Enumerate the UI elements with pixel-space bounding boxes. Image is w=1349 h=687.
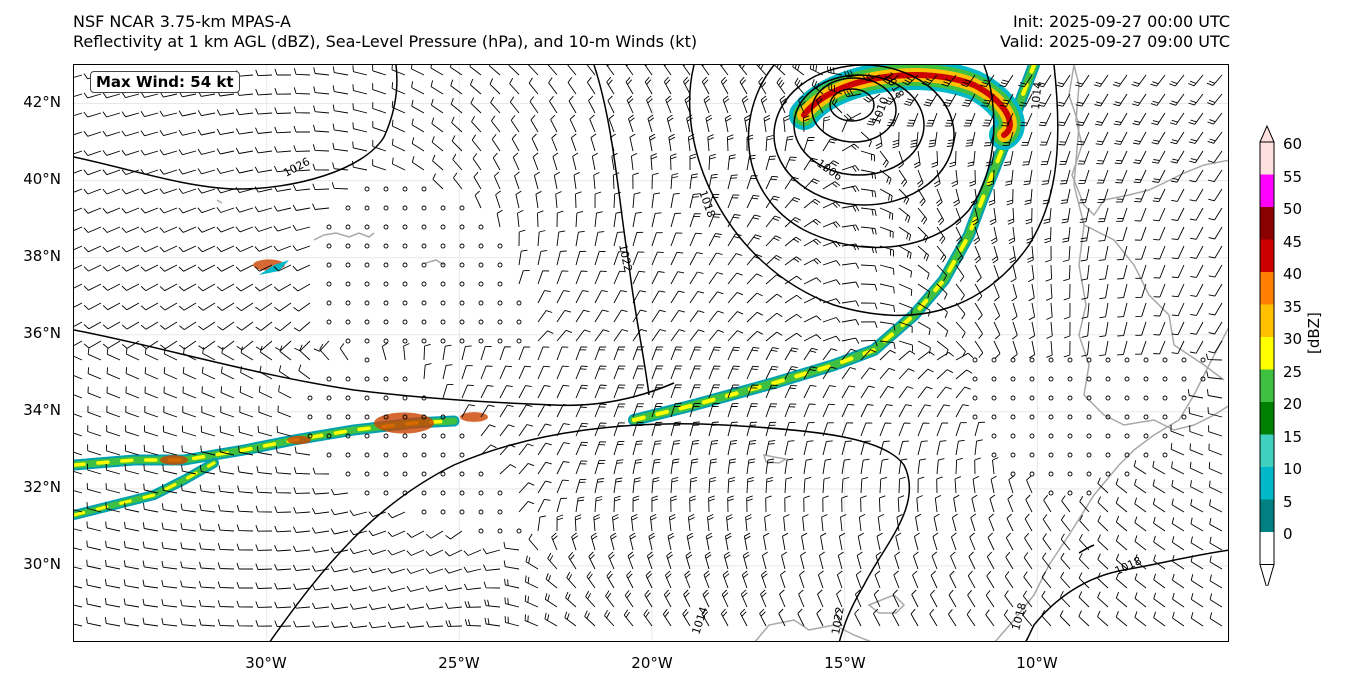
colorbar-label: [dBZ] <box>1305 312 1323 354</box>
colorbar-extend-top <box>1259 124 1275 143</box>
echo-cell <box>287 435 311 445</box>
isobar-label: 1018 <box>696 189 718 220</box>
isobar-label: 1014 <box>1029 81 1044 110</box>
model-name: NSF NCAR 3.75-km MPAS-A <box>73 12 291 31</box>
echo-cell <box>259 260 289 275</box>
echo-cell <box>460 412 488 422</box>
colorbar-segment <box>1260 467 1274 500</box>
colorbar-segment <box>1260 239 1274 272</box>
colorbar-tick-label: 55 <box>1283 167 1303 186</box>
coastlines <box>216 65 1228 641</box>
wind-barb-field <box>74 65 1223 629</box>
colorbar-tick-label: 35 <box>1283 297 1303 316</box>
echo-cell <box>160 455 188 465</box>
reflectivity-field <box>74 65 1040 520</box>
wind-barbs <box>74 65 1223 629</box>
colorbar-outline <box>1259 141 1275 565</box>
init-time: Init: 2025-09-27 00:00 UTC <box>1012 12 1230 31</box>
lat-tick-label: 32°N <box>23 478 61 496</box>
colorbar-segment <box>1260 402 1274 435</box>
lon-tick-label: 10°W <box>1016 654 1058 672</box>
isobar-label: 1006 <box>814 157 844 184</box>
field-description: Reflectivity at 1 km AGL (dBZ), Sea-Leve… <box>73 32 698 51</box>
lat-tick-label: 38°N <box>23 247 61 265</box>
colorbar-segment <box>1260 499 1274 532</box>
colorbar-tick-label: 30 <box>1283 330 1303 348</box>
colorbar-tick-label: 15 <box>1283 427 1303 446</box>
echo-band <box>74 461 216 517</box>
lat-tick-label: 34°N <box>23 401 61 419</box>
echo-band <box>74 419 456 467</box>
colorbar-segment <box>1260 434 1274 467</box>
isobar-label: 1026 <box>281 155 312 180</box>
colorbar-segment <box>1260 174 1274 207</box>
colorbar-tick-label: 20 <box>1283 395 1303 413</box>
colorbar-tick-label: 60 <box>1283 135 1303 153</box>
valid-time: Valid: 2025-09-27 09:00 UTC <box>999 32 1230 51</box>
colorbar-tick-label: 5 <box>1283 492 1293 511</box>
lon-tick-label: 15°W <box>824 654 866 672</box>
colorbar-segment <box>1260 272 1274 305</box>
colorbar-tick-label: 45 <box>1283 232 1303 251</box>
isobars <box>74 65 1228 641</box>
lon-tick-label: 20°W <box>631 654 673 672</box>
isobar-label: 1022 <box>616 243 635 273</box>
colorbar-segment <box>1260 304 1274 337</box>
colorbar-extend-bottom <box>1259 564 1275 586</box>
colorbar-segment <box>1260 369 1274 402</box>
map-title: NSF NCAR 3.75-km MPAS-A Reflectivity at … <box>73 12 697 52</box>
lat-tick-label: 30°N <box>23 555 61 573</box>
isobar-label: 1014 <box>689 605 710 636</box>
lon-tick-label: 25°W <box>438 654 480 672</box>
comma-head-echo <box>801 72 1013 138</box>
echo-cell <box>374 412 434 434</box>
colorbar-segment <box>1260 207 1274 240</box>
isobar-label: 1022 <box>829 606 847 636</box>
colorbar-segment <box>1260 142 1274 175</box>
lat-tick-label: 42°N <box>23 93 61 111</box>
colorbar-segment <box>1260 337 1274 370</box>
colorbar-segment <box>1260 532 1274 565</box>
colorbar-tick-label: 50 <box>1283 200 1303 218</box>
lat-tick-label: 36°N <box>23 324 61 342</box>
lon-tick-label: 30°W <box>245 654 287 672</box>
max-wind-annotation: Max Wind: 54 kt <box>90 71 240 93</box>
map-panel: 1026 1018 1022 1010 1006 1018 1014 1022 … <box>73 64 1229 642</box>
map-canvas: 1026 1018 1022 1010 1006 1018 1014 1022 … <box>74 65 1228 641</box>
colorbar <box>1259 124 1275 586</box>
colorbar-tick-label: 10 <box>1283 460 1303 478</box>
lat-tick-label: 40°N <box>23 170 61 188</box>
colorbar-tick-label: 0 <box>1283 525 1293 543</box>
colorbar-tick-label: 25 <box>1283 362 1303 381</box>
time-info: Init: 2025-09-27 00:00 UTC Valid: 2025-0… <box>1000 12 1230 52</box>
graticule <box>74 65 1228 641</box>
colorbar-tick-label: 40 <box>1283 265 1303 283</box>
